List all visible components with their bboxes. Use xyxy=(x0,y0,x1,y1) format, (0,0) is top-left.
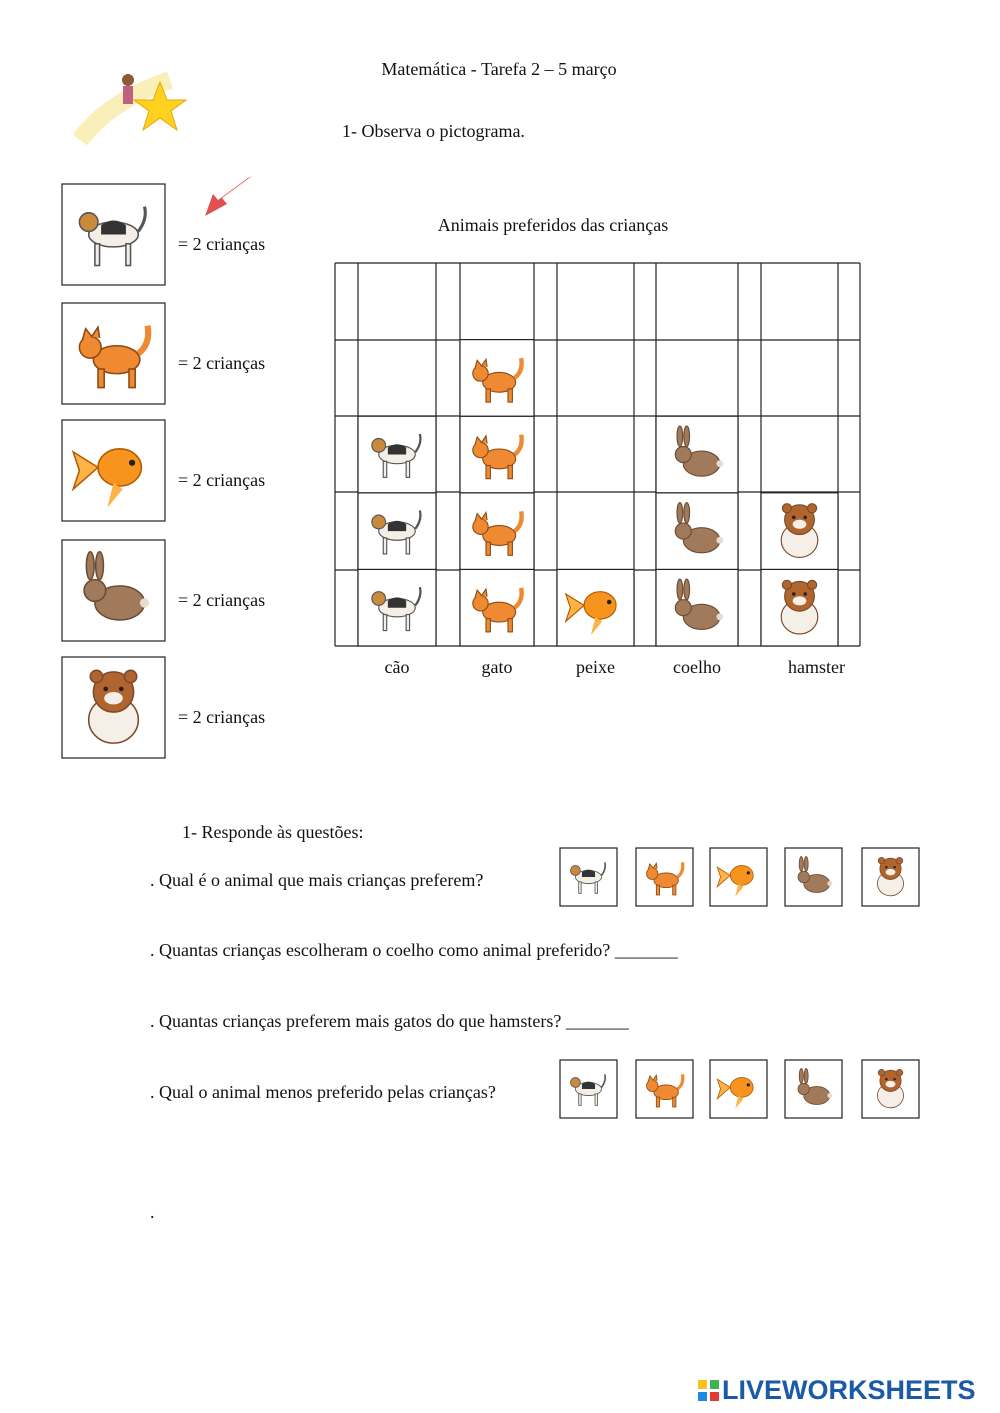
key: = 2 crianças = 2 crianças = 2 crianças = 2 … xyxy=(61,183,265,759)
choice[interactable] xyxy=(709,1059,768,1119)
animal-icon xyxy=(877,856,904,897)
choice[interactable] xyxy=(784,847,843,907)
pictogram-column xyxy=(459,339,535,647)
questions-heading: 1- Responde às questões: xyxy=(182,822,363,842)
choice[interactable] xyxy=(635,847,694,907)
key-label: = 2 crianças xyxy=(178,707,265,727)
key-label: = 2 crianças xyxy=(178,470,265,490)
animal-icon xyxy=(780,503,819,558)
key-label: = 2 crianças xyxy=(178,234,265,254)
animal-icon xyxy=(780,579,819,635)
footer-logo: LIVEWORKSHEETS xyxy=(698,1375,976,1405)
question: . Qual o animal menos preferido pelas cr… xyxy=(150,1082,496,1102)
question: . Quantas crianças preferem mais gatos d… xyxy=(150,1011,630,1031)
choice[interactable] xyxy=(559,1059,618,1119)
question: . Quantas crianças escolheram o coelho c… xyxy=(150,940,679,960)
choice[interactable] xyxy=(861,847,920,907)
pictogram-column xyxy=(556,568,635,647)
answer-choices xyxy=(559,847,920,1119)
choice[interactable] xyxy=(861,1059,920,1119)
key-label: = 2 crianças xyxy=(178,590,265,610)
choice[interactable] xyxy=(635,1059,694,1119)
brand: LIVEWORKSHEETS xyxy=(722,1375,976,1405)
instruction: 1- Observa o pictograma. xyxy=(342,121,525,141)
category-label: hamster xyxy=(788,657,845,677)
category-label: peixe xyxy=(576,657,615,677)
animal-icon xyxy=(877,1068,904,1109)
star-logo xyxy=(72,71,188,146)
category-label: gato xyxy=(482,657,513,677)
choice[interactable] xyxy=(709,847,768,907)
category-label: cão xyxy=(385,657,410,677)
category-label: coelho xyxy=(673,657,721,677)
choice[interactable] xyxy=(784,1059,843,1119)
pictogram: cão gato peixe coelho hamster xyxy=(357,339,845,677)
title: Matemática - Tarefa 2 – 5 março xyxy=(381,59,616,79)
pictogram-column xyxy=(357,415,437,647)
end-mark: . xyxy=(150,1202,155,1222)
arrow xyxy=(205,176,252,216)
animal-icon xyxy=(87,669,140,744)
pictogram-column xyxy=(760,492,839,647)
question: . Qual é o animal que mais crianças pref… xyxy=(150,870,483,890)
key-label: = 2 crianças xyxy=(178,353,265,373)
choice[interactable] xyxy=(559,847,618,907)
pictogram-title: Animais preferidos das crianças xyxy=(438,215,668,235)
pictogram-column xyxy=(655,415,739,647)
